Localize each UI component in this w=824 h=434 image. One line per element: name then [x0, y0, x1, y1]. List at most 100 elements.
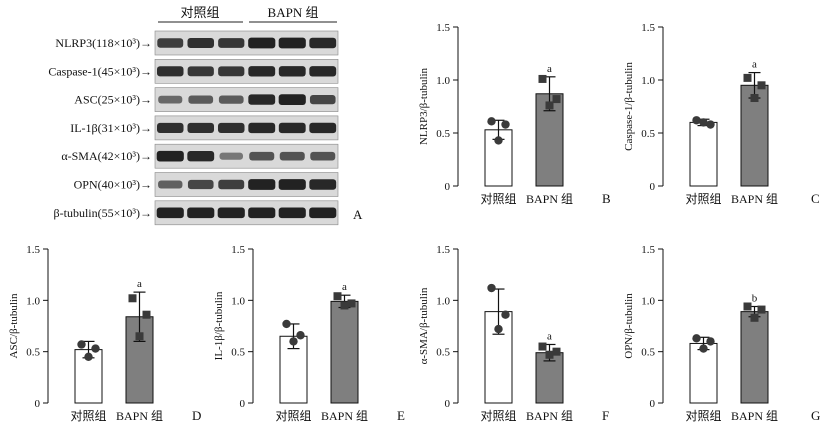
blot-band — [278, 66, 306, 77]
blot-row-label: OPN(40×10³)→ — [74, 178, 152, 192]
blot-row-label: NLRP3(118×10³)→ — [55, 36, 152, 50]
y-tick-label: 0.5 — [231, 347, 245, 359]
data-point — [757, 81, 766, 90]
y-tick-label: 1.0 — [436, 295, 450, 307]
chart-panel-d: 0 0.5 1.0 1.5 ASC/β-tubulin 对照组 a BAPN 组 D — [8, 244, 201, 423]
blot-band — [156, 207, 184, 219]
blot-band — [248, 122, 276, 134]
blot-band — [187, 37, 215, 49]
y-axis-label: Caspase-1/β-tubulin — [623, 62, 635, 151]
data-point — [545, 101, 554, 110]
blot-row-label: IL-1β(31×10³)→ — [70, 121, 152, 135]
x-category-label: 对照组 — [685, 409, 721, 423]
data-point — [750, 94, 759, 103]
y-tick-label: 0 — [445, 398, 451, 410]
y-tick-label: 0 — [650, 181, 656, 193]
bar — [484, 129, 513, 187]
y-axis-label: OPN/β-tubulin — [623, 293, 635, 359]
blot-band — [158, 95, 183, 104]
data-point — [501, 120, 510, 129]
y-tick-label: 1.0 — [641, 75, 655, 87]
data-point — [706, 120, 715, 129]
blot-band — [309, 37, 337, 49]
blot-strip — [154, 87, 339, 112]
y-axis-label: α-SMA/β-tubulin — [418, 287, 430, 364]
significance-mark: a — [547, 63, 552, 75]
bar — [330, 300, 359, 404]
bar — [740, 311, 769, 404]
data-point — [692, 334, 701, 343]
blot-band — [156, 66, 184, 77]
y-tick-label: 1.0 — [436, 75, 450, 87]
x-category-label: 对照组 — [70, 409, 106, 423]
blot-band — [218, 95, 244, 104]
data-point — [552, 95, 561, 104]
x-category-label: 对照组 — [275, 409, 311, 423]
panel-letter: A — [353, 207, 363, 222]
data-point — [347, 299, 356, 308]
blot-band — [248, 94, 276, 105]
y-tick-label: 0 — [35, 398, 41, 410]
blot-band — [249, 151, 275, 161]
data-point — [487, 117, 496, 126]
blot-band — [156, 122, 184, 133]
y-tick-label: 0.5 — [641, 128, 655, 140]
y-tick-label: 1.0 — [26, 295, 40, 307]
significance-mark: b — [752, 292, 758, 304]
data-point — [699, 118, 708, 127]
blot-band — [278, 94, 306, 105]
y-axis-label: ASC/β-tubulin — [8, 293, 20, 358]
y-tick-label: 0 — [650, 398, 656, 410]
blot-band — [248, 179, 276, 190]
x-category-label: BAPN 组 — [526, 409, 573, 423]
data-point — [743, 73, 752, 82]
x-category-label: 对照组 — [685, 192, 721, 206]
data-point — [128, 294, 137, 303]
blot-strip — [154, 200, 339, 226]
y-tick-label: 1.0 — [231, 295, 245, 307]
blot-row-label: Caspase-1(45×10³)→ — [48, 64, 152, 78]
chart-panel-e: 0 0.5 1.0 1.5 IL-1β/β-tubulin 对照组 a BAPN 组 E — [213, 244, 405, 423]
significance-mark: a — [342, 281, 347, 293]
blot-band — [309, 207, 337, 219]
data-point — [135, 332, 144, 341]
y-tick-label: 1.0 — [641, 295, 655, 307]
panel-letter: G — [811, 408, 820, 423]
blot-strip — [154, 143, 339, 169]
blot-band — [278, 207, 306, 219]
data-point — [282, 319, 291, 329]
blot-strip — [154, 115, 339, 141]
blot-row-label: α-SMA(42×10³)→ — [61, 149, 152, 163]
group-header-control: 对照组 — [180, 5, 219, 20]
blot-band — [157, 38, 184, 48]
western-blot-panel: 对照组 BAPN 组 NLRP3(118×10³)→ Caspase-1(45×10³… — [48, 5, 363, 226]
blot-row-label: β-tubulin(55×10³)→ — [54, 206, 152, 220]
y-tick-label: 1.5 — [436, 244, 450, 256]
blot-band — [278, 179, 306, 190]
blot-band — [310, 151, 336, 161]
blot-band — [158, 180, 183, 189]
data-point — [692, 116, 701, 125]
blot-band — [278, 122, 306, 134]
blot-band — [218, 179, 245, 190]
data-point — [750, 313, 759, 322]
blot-band — [279, 151, 305, 161]
blot-strip — [154, 172, 339, 197]
chart-panel-c: 0 0.5 1.0 1.5 Caspase-1/β-tubulin 对照组 a BAPN 组 C — [623, 22, 820, 206]
y-tick-label: 0.5 — [26, 347, 40, 359]
y-tick-label: 1.5 — [26, 244, 40, 256]
y-axis-label: IL-1β/β-tubulin — [213, 291, 225, 360]
group-header-bapn: BAPN 组 — [268, 5, 319, 20]
blot-band — [278, 37, 306, 49]
data-point — [333, 292, 342, 301]
data-point — [545, 350, 554, 359]
blot-strip — [154, 30, 339, 56]
x-category-label: BAPN 组 — [321, 409, 368, 423]
blot-strip — [154, 58, 339, 84]
data-point — [706, 337, 715, 346]
data-point — [501, 310, 510, 319]
data-point — [142, 310, 151, 319]
y-tick-label: 0 — [445, 181, 451, 193]
significance-mark: a — [547, 330, 552, 342]
blot-band — [187, 66, 214, 77]
